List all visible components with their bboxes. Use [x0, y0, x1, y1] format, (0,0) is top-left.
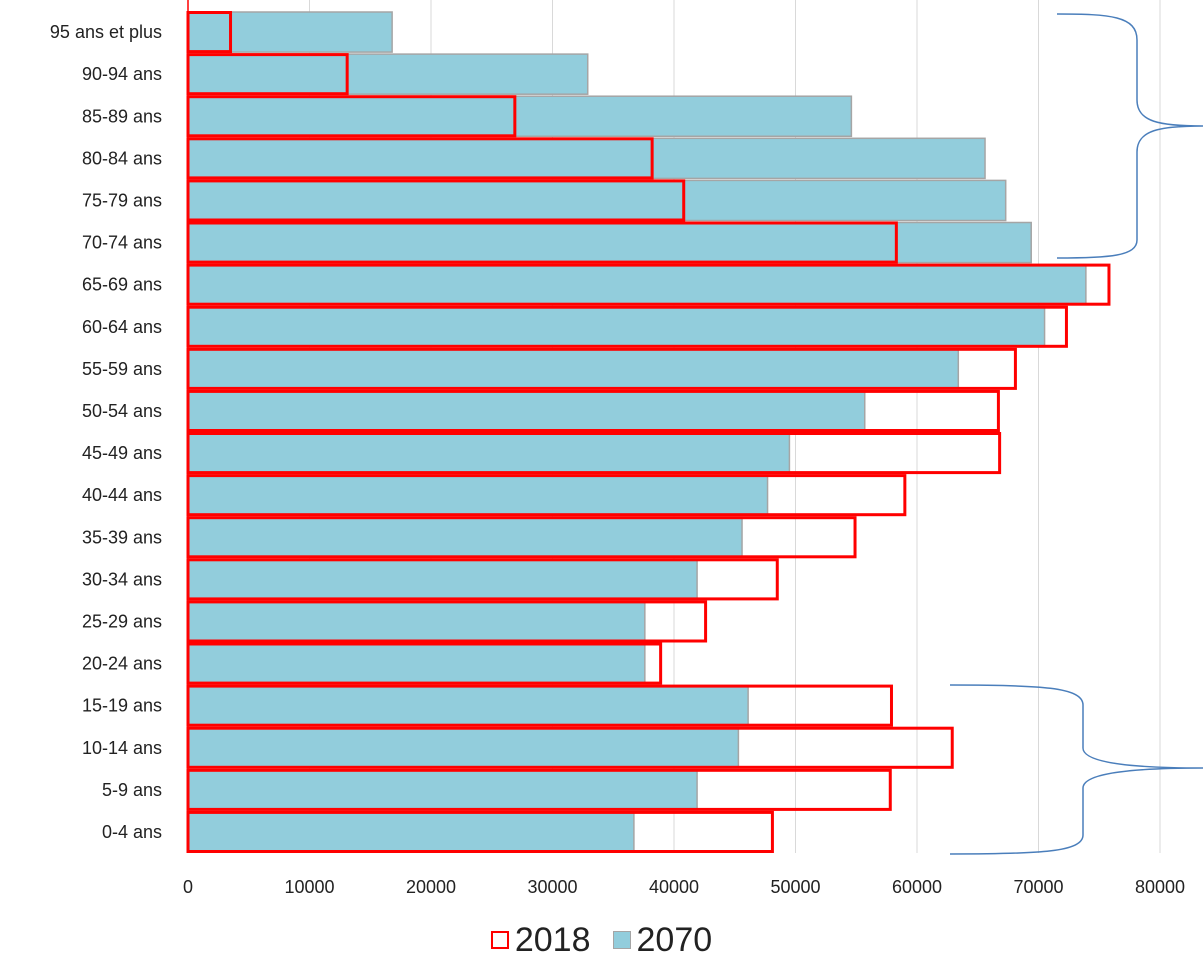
series-2018-bars [186, 11, 1111, 854]
bar-2018 [186, 53, 349, 96]
bar-2070 [187, 53, 589, 95]
bar-2018 [186, 684, 893, 727]
bar-2018 [186, 305, 1068, 348]
bar-2070 [187, 811, 635, 853]
brace-lower [949, 684, 1203, 855]
bar-2018 [186, 768, 892, 811]
series-2070-bars [187, 11, 1087, 853]
x-tick-label: 0 [183, 877, 193, 897]
category-label: 95 ans et plus [50, 22, 162, 42]
category-label: 60-64 ans [82, 317, 162, 337]
bar-2018 [186, 642, 663, 685]
legend-label-2070: 2070 [636, 920, 713, 959]
bar-2070 [187, 179, 1007, 222]
bar-2070 [187, 642, 646, 685]
category-label: 30-34 ans [82, 569, 162, 589]
legend-swatch-2018 [490, 931, 509, 949]
category-label: 5-9 ans [102, 780, 162, 800]
bar-2070 [187, 726, 740, 769]
bar-2070 [187, 769, 698, 811]
category-label: 45-49 ans [82, 443, 162, 463]
bar-2018 [186, 516, 857, 559]
category-label: 75-79 ans [82, 190, 162, 210]
bar-2018 [186, 432, 1002, 475]
legend-swatch-2070 [612, 931, 631, 949]
category-labels: 0-4 ans 5-9 ans 10-14 ans 15-19 ans 20-24 an… [50, 22, 162, 842]
category-label: 80-84 ans [82, 148, 162, 168]
legend-item-2018: 2018 [490, 920, 591, 960]
bar-2070 [187, 11, 393, 53]
population-pyramid-chart: 0-4 ans 5-9 ans 10-14 ans 15-19 ans 20-24 an… [50, 0, 1203, 897]
x-tick-label: 50000 [770, 877, 820, 897]
bar-2070 [187, 95, 853, 138]
bar-2070 [187, 684, 749, 727]
bar-2018 [186, 11, 233, 54]
bar-2070 [187, 263, 1087, 306]
bar-2070 [187, 432, 791, 474]
bar-2018 [186, 600, 708, 643]
bar-2018 [186, 726, 954, 769]
category-label: 85-89 ans [82, 106, 162, 126]
x-tick-label: 30000 [527, 877, 577, 897]
category-label: 10-14 ans [82, 738, 162, 758]
bar-2070 [187, 390, 866, 432]
bar-2018 [186, 558, 779, 601]
bar-2018 [186, 179, 686, 222]
category-label: 25-29 ans [82, 611, 162, 631]
bar-2070 [187, 474, 769, 516]
bar-2018 [186, 263, 1111, 306]
legend-label-2018: 2018 [514, 920, 591, 959]
bar-2070 [187, 600, 646, 643]
bar-2018 [186, 137, 654, 180]
x-tick-label: 60000 [892, 877, 942, 897]
x-tick-label: 40000 [649, 877, 699, 897]
legend-item-2070: 2070 [612, 920, 713, 960]
category-label: 65-69 ans [82, 275, 162, 295]
category-label: 55-59 ans [82, 359, 162, 379]
bar-2070 [187, 348, 960, 390]
x-axis-tick-labels: 0 10000 20000 30000 40000 50000 60000 70000 8000… [183, 877, 1185, 897]
category-label: 35-39 ans [82, 527, 162, 547]
category-label: 90-94 ans [82, 64, 162, 84]
bar-2070 [187, 221, 1032, 264]
bar-2018 [186, 389, 1000, 432]
x-tick-label: 20000 [406, 877, 456, 897]
bar-2018 [186, 221, 898, 264]
category-label: 40-44 ans [82, 485, 162, 505]
category-label: 20-24 ans [82, 654, 162, 674]
brace-upper [1056, 13, 1203, 259]
bar-2018 [186, 95, 517, 138]
category-label: 15-19 ans [82, 696, 162, 716]
x-tick-label: 10000 [284, 877, 334, 897]
bar-2018 [186, 474, 907, 517]
bar-2070 [187, 137, 986, 180]
bar-2070 [187, 516, 743, 559]
bar-2070 [187, 305, 1046, 348]
bar-2018 [186, 347, 1017, 390]
x-tick-label: 80000 [1135, 877, 1185, 897]
category-label: 70-74 ans [82, 233, 162, 253]
x-tick-label: 70000 [1013, 877, 1063, 897]
bar-2018 [186, 810, 774, 854]
legend: 2018 2070 [0, 912, 1203, 968]
category-label: 0-4 ans [102, 822, 162, 842]
category-label: 50-54 ans [82, 401, 162, 421]
bar-2070 [187, 558, 698, 601]
